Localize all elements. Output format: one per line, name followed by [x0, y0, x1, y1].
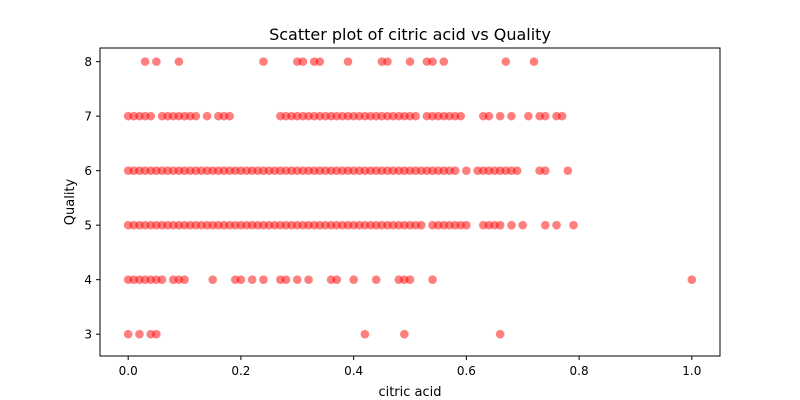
data-point [411, 111, 420, 121]
x-tick-label: 0.8 [570, 364, 589, 378]
data-point [518, 220, 528, 230]
data-point [687, 275, 697, 284]
data-point [140, 57, 150, 66]
data-point [360, 329, 370, 339]
data-point [563, 166, 573, 175]
data-point [281, 275, 291, 284]
y-tick-label: 7 [84, 110, 92, 124]
y-axis-label: Quality [63, 178, 78, 225]
data-point [225, 111, 234, 121]
data-point [495, 111, 505, 121]
data-point [462, 166, 471, 175]
data-point [495, 220, 505, 230]
data-point [450, 166, 460, 175]
points-layer [123, 57, 697, 339]
data-point [371, 275, 381, 284]
data-point [174, 57, 184, 66]
data-point [247, 275, 257, 284]
y-tick-label: 3 [84, 328, 92, 342]
data-point [456, 111, 466, 121]
y-tick-label: 5 [84, 219, 92, 233]
y-axis: 3 4 5 6 7 8 [84, 55, 100, 342]
data-point [501, 57, 511, 66]
data-point [383, 57, 392, 66]
data-point [540, 220, 550, 230]
x-tick-label: 0.4 [344, 364, 363, 378]
data-point [405, 57, 415, 66]
data-point [484, 111, 494, 121]
x-tick-label: 0.0 [119, 364, 138, 378]
data-point [135, 329, 144, 339]
data-point [428, 275, 437, 284]
data-point [552, 220, 561, 230]
data-point [236, 275, 246, 284]
data-point [152, 329, 161, 339]
data-point [439, 57, 449, 66]
x-axis: 0.0 0.2 0.4 0.6 0.8 1.0 [119, 356, 701, 378]
chart-title: Scatter plot of citric acid vs Quality [269, 25, 551, 44]
data-point [208, 275, 218, 284]
data-point [259, 275, 268, 284]
data-point [343, 57, 353, 66]
data-point [428, 57, 437, 66]
data-point [146, 111, 156, 121]
x-tick-label: 0.2 [231, 364, 250, 378]
data-point [400, 329, 409, 339]
data-point [332, 275, 342, 284]
data-point [416, 220, 426, 230]
y-tick-label: 6 [84, 164, 92, 178]
data-point [315, 57, 325, 66]
data-point [191, 111, 201, 121]
data-point [157, 275, 167, 284]
data-point [123, 329, 133, 339]
x-tick-label: 0.6 [457, 364, 476, 378]
data-point [292, 275, 302, 284]
data-point [507, 220, 516, 230]
x-axis-label: citric acid [378, 385, 441, 400]
data-point [557, 111, 567, 121]
y-tick-label: 8 [84, 55, 92, 69]
data-point [495, 329, 505, 339]
x-tick-label: 1.0 [682, 364, 701, 378]
data-point [512, 166, 522, 175]
data-point [569, 220, 578, 230]
data-point [152, 57, 161, 66]
data-point [405, 275, 415, 284]
data-point [529, 57, 539, 66]
data-point [202, 111, 212, 121]
data-point [507, 111, 516, 121]
data-point [298, 57, 308, 66]
data-point [462, 220, 471, 230]
data-point [540, 166, 550, 175]
data-point [524, 111, 533, 121]
data-point [349, 275, 358, 284]
data-point [259, 57, 268, 66]
plot-frame [99, 47, 721, 357]
data-point [180, 275, 189, 284]
data-point [540, 111, 550, 121]
y-tick-label: 4 [84, 273, 92, 287]
data-point [304, 275, 313, 284]
